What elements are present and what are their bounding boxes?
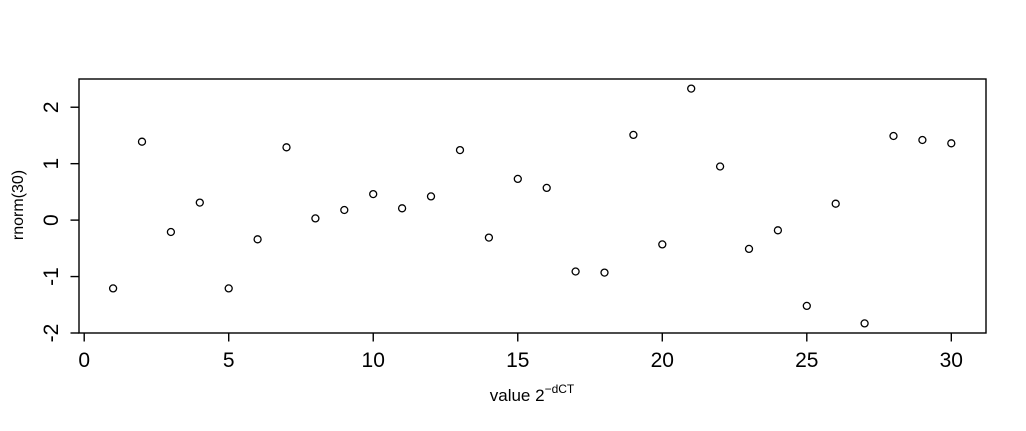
x-axis-title-superscript: −dCT <box>545 382 575 396</box>
data-point <box>426 192 436 201</box>
y-tick-label: -2 <box>40 324 63 343</box>
data-point <box>455 145 465 155</box>
data-point <box>369 189 378 199</box>
data-point <box>571 267 580 276</box>
data-point <box>629 130 638 140</box>
data-point <box>224 284 233 293</box>
data-point <box>889 131 898 141</box>
data-point <box>860 319 869 328</box>
plot-border <box>78 78 987 334</box>
x-tick-label: 5 <box>223 349 235 372</box>
data-point <box>282 143 291 152</box>
data-point <box>253 235 262 244</box>
data-point <box>397 204 407 213</box>
data-point <box>918 135 927 145</box>
data-point <box>108 284 118 293</box>
data-point <box>773 226 783 235</box>
data-point <box>947 139 956 148</box>
x-tick-label: 20 <box>651 349 674 372</box>
x-tick-label: 25 <box>795 349 818 372</box>
y-tick-label: 2 <box>40 101 63 113</box>
x-tick-label: 30 <box>940 349 963 372</box>
data-point <box>137 137 147 146</box>
y-tick-label: -1 <box>40 267 63 286</box>
data-point <box>340 205 349 215</box>
x-tick-label: 0 <box>78 349 90 372</box>
data-point <box>658 240 667 249</box>
x-axis: 0 5 10 15 20 25 30 <box>78 333 963 372</box>
x-axis-title: value 2−dCT <box>490 382 575 405</box>
data-point <box>484 233 494 242</box>
y-tick-label: 0 <box>40 214 63 226</box>
x-tick-label: 10 <box>362 349 385 372</box>
data-point <box>744 244 754 254</box>
y-tick-label: 1 <box>40 158 63 170</box>
y-axis-title: rnorm(30) <box>10 170 27 240</box>
data-point <box>715 162 725 171</box>
data-point <box>802 301 811 311</box>
y-axis: -2 -1 0 1 2 <box>40 101 79 342</box>
x-tick-label: 15 <box>506 349 529 372</box>
data-point <box>600 268 609 277</box>
data-point <box>166 227 176 237</box>
data-point <box>831 199 840 208</box>
x-axis-title-base: value 2 <box>490 386 545 405</box>
data-point <box>687 84 696 93</box>
data-point <box>195 198 204 207</box>
data-point <box>513 174 522 184</box>
data-point <box>542 183 551 193</box>
data-points <box>108 84 956 328</box>
data-point <box>311 214 320 223</box>
